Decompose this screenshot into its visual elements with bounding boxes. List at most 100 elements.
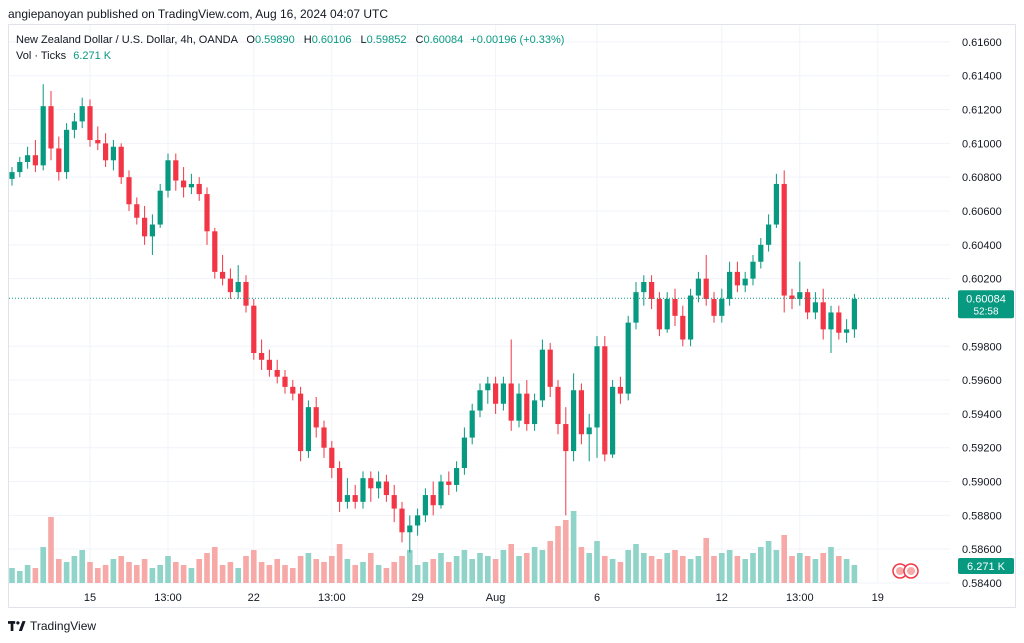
candle-body[interactable]: [820, 302, 826, 330]
candle-body[interactable]: [321, 427, 327, 448]
candle-body[interactable]: [836, 312, 842, 333]
candle-body[interactable]: [118, 146, 124, 178]
candle-body[interactable]: [742, 278, 748, 286]
candle-body[interactable]: [227, 278, 233, 293]
candle-body[interactable]: [243, 282, 249, 306]
candle-body[interactable]: [95, 139, 101, 144]
candle-body[interactable]: [352, 495, 358, 502]
candle-body[interactable]: [251, 305, 257, 354]
candle-body[interactable]: [32, 155, 38, 166]
candle-body[interactable]: [547, 349, 553, 387]
candle-body[interactable]: [688, 295, 694, 340]
candle-body[interactable]: [789, 295, 795, 299]
candle-body[interactable]: [539, 349, 545, 401]
candle-body[interactable]: [17, 161, 23, 173]
candle-body[interactable]: [79, 106, 85, 122]
candle-body[interactable]: [828, 312, 834, 330]
chart-frame[interactable]: [8, 24, 1016, 608]
candle-body[interactable]: [220, 271, 226, 279]
candle-body[interactable]: [641, 282, 647, 293]
candle-body[interactable]: [290, 386, 296, 394]
candle-body[interactable]: [407, 525, 413, 533]
candle-body[interactable]: [649, 282, 655, 299]
candle-body[interactable]: [149, 224, 155, 237]
candle-body[interactable]: [602, 346, 608, 455]
candle-body[interactable]: [594, 346, 600, 428]
symbol-description[interactable]: New Zealand Dollar / U.S. Dollar, 4h, OA…: [16, 34, 238, 46]
candle-body[interactable]: [383, 481, 389, 496]
candle-body[interactable]: [773, 183, 779, 225]
candle-body[interactable]: [344, 495, 350, 502]
candle-body[interactable]: [695, 278, 701, 296]
candle-body[interactable]: [516, 393, 522, 421]
candle-body[interactable]: [656, 298, 662, 330]
candle-body[interactable]: [329, 447, 335, 469]
candle-body[interactable]: [266, 359, 272, 370]
candle-body[interactable]: [797, 292, 803, 299]
candle-body[interactable]: [282, 376, 288, 387]
candle-body[interactable]: [711, 298, 717, 316]
candle-body[interactable]: [625, 322, 631, 394]
candle-body[interactable]: [617, 386, 623, 394]
candle-body[interactable]: [134, 204, 140, 218]
candle-body[interactable]: [532, 400, 538, 425]
candle-body[interactable]: [415, 515, 421, 526]
candle-body[interactable]: [812, 302, 818, 313]
candle-body[interactable]: [766, 224, 772, 245]
candle-body[interactable]: [103, 143, 109, 161]
candle-body[interactable]: [454, 468, 460, 485]
candle-body[interactable]: [805, 292, 811, 313]
candle-body[interactable]: [9, 172, 15, 179]
candle-body[interactable]: [672, 298, 678, 316]
candle-body[interactable]: [142, 217, 148, 237]
candle-body[interactable]: [851, 298, 857, 330]
candle-body[interactable]: [727, 271, 733, 299]
candle-body[interactable]: [157, 190, 163, 225]
candle-body[interactable]: [204, 194, 210, 232]
candle-body[interactable]: [719, 298, 725, 316]
candle-body[interactable]: [274, 369, 280, 377]
candle-body[interactable]: [734, 271, 740, 286]
candle-body[interactable]: [188, 183, 194, 188]
candle-body[interactable]: [500, 383, 506, 404]
candle-body[interactable]: [555, 386, 561, 425]
candle-body[interactable]: [524, 393, 530, 425]
candle-body[interactable]: [610, 386, 616, 455]
candle-body[interactable]: [337, 468, 343, 502]
candle-body[interactable]: [586, 427, 592, 435]
candle-body[interactable]: [173, 160, 179, 181]
candle-body[interactable]: [259, 353, 265, 360]
candle-body[interactable]: [25, 155, 31, 162]
candle-body[interactable]: [680, 315, 686, 340]
volume-label[interactable]: Vol · Ticks: [16, 50, 67, 62]
candle-body[interactable]: [493, 383, 499, 404]
candle-body[interactable]: [56, 148, 62, 173]
candle-body[interactable]: [461, 437, 467, 469]
candle-body[interactable]: [165, 160, 171, 191]
candle-body[interactable]: [703, 278, 709, 299]
candle-body[interactable]: [430, 495, 436, 506]
candle-body[interactable]: [196, 183, 202, 195]
candle-body[interactable]: [212, 231, 218, 272]
candle-body[interactable]: [48, 106, 54, 149]
candle-body[interactable]: [360, 478, 366, 502]
candle-body[interactable]: [477, 390, 483, 411]
candle-body[interactable]: [571, 390, 577, 452]
candle-body[interactable]: [181, 180, 187, 188]
candle-body[interactable]: [313, 407, 319, 428]
candle-body[interactable]: [64, 129, 70, 173]
candle-body[interactable]: [110, 146, 116, 161]
candle-body[interactable]: [391, 495, 397, 509]
candle-body[interactable]: [399, 508, 405, 533]
candle-body[interactable]: [40, 106, 46, 166]
footer-brand[interactable]: TradingView: [8, 619, 96, 633]
candle-body[interactable]: [758, 244, 764, 262]
candle-body[interactable]: [235, 282, 241, 293]
candle-body[interactable]: [87, 106, 93, 140]
candle-body[interactable]: [485, 383, 491, 391]
candle-body[interactable]: [469, 410, 475, 438]
candle-body[interactable]: [368, 478, 374, 489]
candle-body[interactable]: [578, 390, 584, 435]
candle-body[interactable]: [298, 393, 304, 452]
